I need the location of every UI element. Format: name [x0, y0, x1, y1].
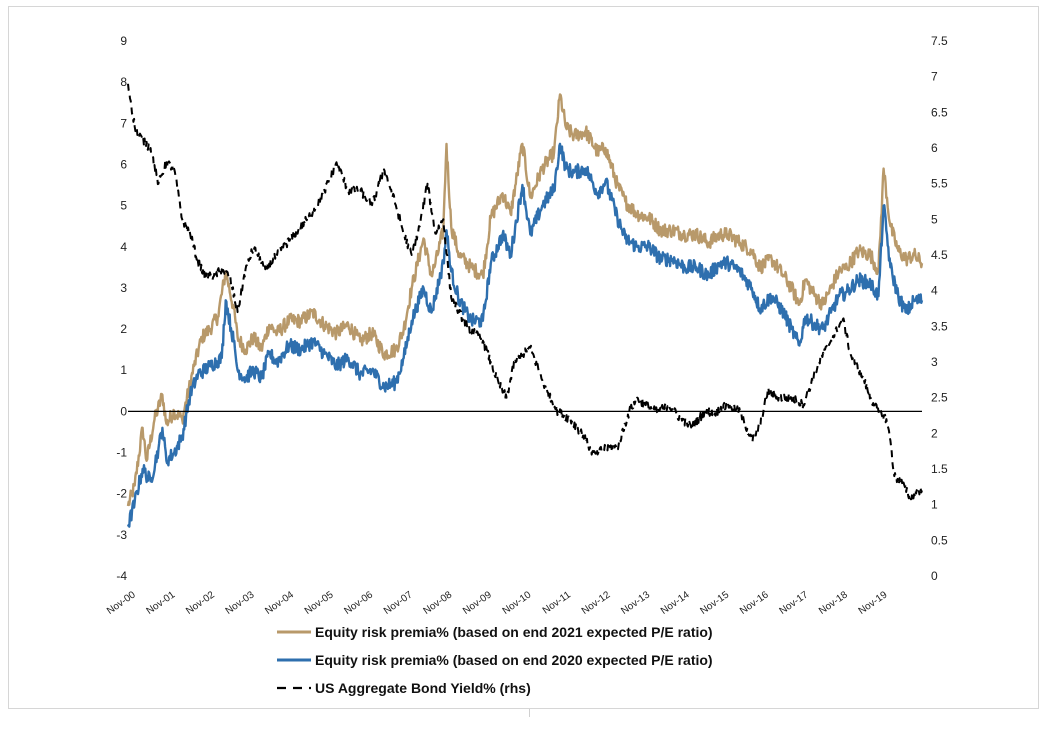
y-tick-label: 7: [120, 116, 127, 130]
y-tick-label: 5: [120, 199, 127, 213]
bottom-divider-tick: [529, 709, 530, 717]
x-axis-ticks: Nov-00 Nov-01 Nov-02 Nov-03 Nov-04 Nov-05 Nov-…: [105, 589, 890, 617]
x-tick-label: Nov-19: [857, 589, 890, 617]
y2-tick-label: 5.5: [931, 177, 948, 191]
y-tick-label: 2: [120, 322, 127, 336]
x-tick-label: Nov-08: [421, 589, 454, 617]
y-tick-label: 4: [120, 240, 127, 254]
y-tick-label: -3: [116, 528, 127, 542]
y2-tick-label: 2: [931, 426, 938, 440]
y-tick-label: 3: [120, 281, 127, 295]
x-tick-label: Nov-13: [619, 589, 652, 617]
y2-tick-label: 4: [931, 284, 938, 298]
y-tick-label: 8: [120, 75, 127, 89]
y2-tick-label: 4.5: [931, 248, 948, 262]
x-tick-label: Nov-14: [659, 589, 692, 617]
legend-label: US Aggregate Bond Yield% (rhs): [315, 680, 531, 696]
x-tick-label: Nov-16: [738, 589, 771, 617]
x-tick-label: Nov-15: [698, 589, 731, 617]
x-tick-label: Nov-06: [342, 589, 375, 617]
x-tick-label: Nov-07: [382, 589, 415, 617]
legend-label: Equity risk premia% (based on end 2021 e…: [315, 624, 713, 640]
x-tick-label: Nov-05: [303, 589, 336, 617]
y2-tick-label: 0.5: [931, 533, 948, 547]
plot-lines: [126, 83, 924, 528]
y2-tick-label: 1: [931, 498, 938, 512]
chart-frame: [8, 6, 1039, 709]
y2-tick-label: 0: [931, 569, 938, 583]
y-tick-label: -4: [116, 569, 127, 583]
series-line-1: [126, 93, 924, 507]
x-tick-label: Nov-17: [778, 589, 811, 617]
series-line-2: [126, 142, 924, 528]
y-tick-label: 6: [120, 157, 127, 171]
y-tick-label: -1: [116, 446, 127, 460]
x-tick-label: Nov-03: [224, 589, 257, 617]
y-tick-label: 9: [120, 34, 127, 48]
y2-tick-label: 7.5: [931, 34, 948, 48]
y2-tick-label: 3: [931, 355, 938, 369]
right-axis-ticks: 7.5 7 6.5 6 5.5 5 4.5 4 3.5 3 2.5 2 1.5 1 0.5 0: [931, 34, 948, 583]
y-tick-label: 1: [120, 363, 127, 377]
y-tick-label: -2: [116, 487, 127, 501]
y2-tick-label: 3.5: [931, 319, 948, 333]
x-tick-label: Nov-02: [184, 589, 217, 617]
x-tick-label: Nov-04: [263, 589, 296, 617]
y2-tick-label: 6.5: [931, 105, 948, 119]
x-tick-label: Nov-18: [817, 589, 850, 617]
x-tick-label: Nov-09: [461, 589, 494, 617]
y-tick-label: 0: [120, 404, 127, 418]
series-line-3: [127, 83, 923, 501]
left-axis-ticks: 9 8 7 6 5 4 3 2 1 0 -1 -2 -3 -4: [116, 34, 127, 583]
x-tick-label: Nov-00: [105, 589, 138, 617]
y2-tick-label: 5: [931, 212, 938, 226]
x-tick-label: Nov-01: [145, 589, 178, 617]
legend: Equity risk premia% (based on end 2021 e…: [277, 624, 713, 696]
y2-tick-label: 1.5: [931, 462, 948, 476]
y2-tick-label: 7: [931, 70, 938, 84]
legend-label: Equity risk premia% (based on end 2020 e…: [315, 652, 713, 668]
y2-tick-label: 2.5: [931, 391, 948, 405]
x-tick-label: Nov-10: [501, 589, 534, 617]
y2-tick-label: 6: [931, 141, 938, 155]
x-tick-label: Nov-12: [580, 589, 613, 617]
x-tick-label: Nov-11: [541, 589, 573, 616]
